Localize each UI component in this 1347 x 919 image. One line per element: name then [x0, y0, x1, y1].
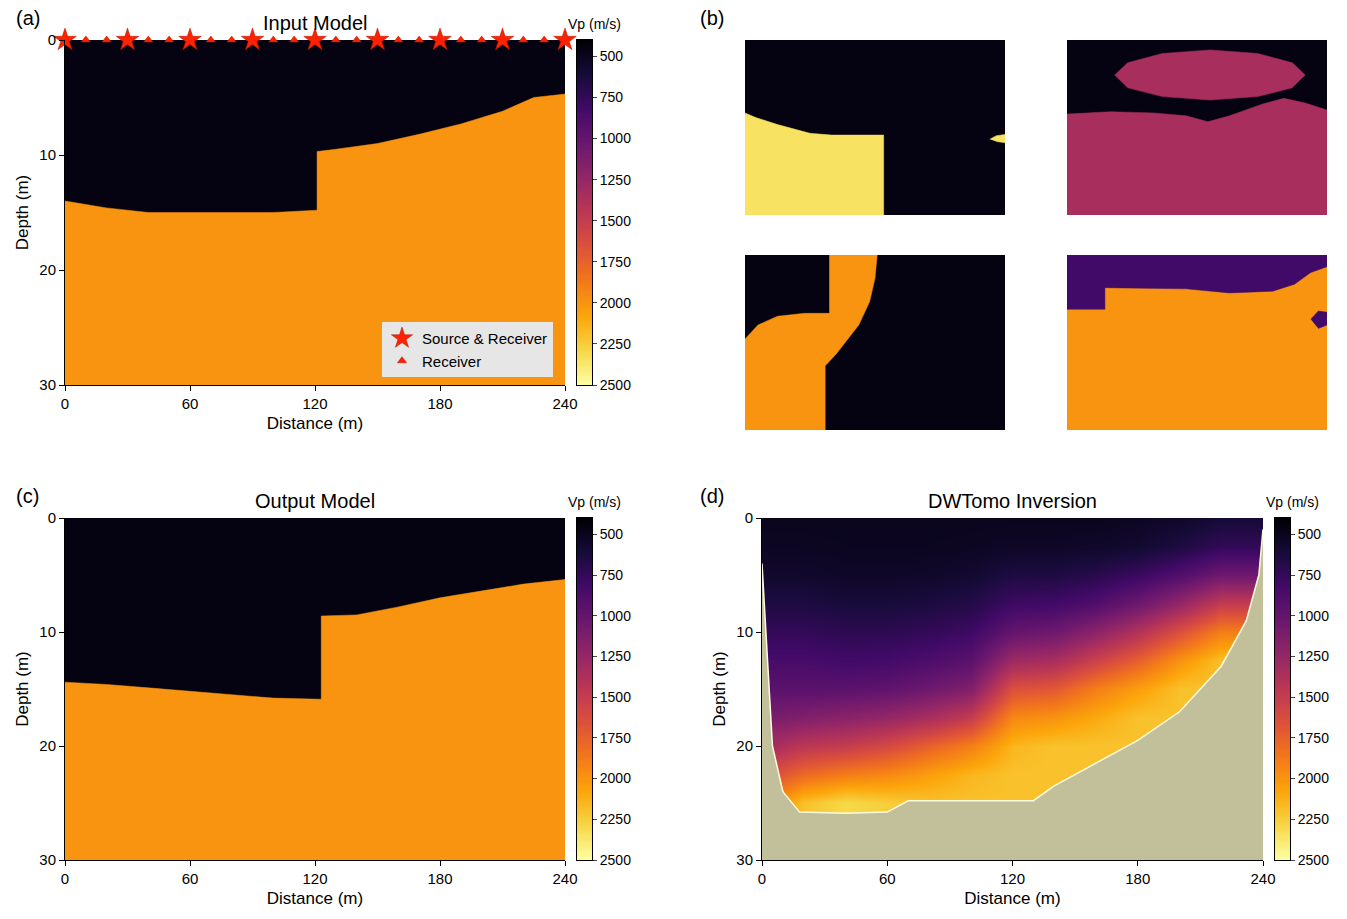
svg-text:60: 60: [182, 870, 199, 887]
svg-text:Distance (m): Distance (m): [267, 414, 363, 433]
svg-text:Depth (m): Depth (m): [13, 651, 32, 727]
svg-text:1250: 1250: [1298, 648, 1329, 664]
svg-text:30: 30: [39, 376, 56, 393]
svg-text:60: 60: [879, 870, 896, 887]
svg-text:Distance (m): Distance (m): [964, 889, 1060, 908]
svg-text:240: 240: [1250, 870, 1275, 887]
svg-text:10: 10: [39, 623, 56, 640]
svg-text:1750: 1750: [1298, 730, 1329, 746]
svg-text:1000: 1000: [600, 130, 631, 146]
svg-text:0: 0: [61, 870, 69, 887]
svg-text:2500: 2500: [600, 852, 631, 868]
svg-text:1000: 1000: [1298, 608, 1329, 624]
svg-text:120: 120: [302, 395, 327, 412]
svg-text:180: 180: [427, 395, 452, 412]
svg-text:Output Model: Output Model: [255, 490, 375, 512]
svg-text:2250: 2250: [600, 811, 631, 827]
svg-text:2000: 2000: [1298, 770, 1329, 786]
svg-text:0: 0: [745, 509, 753, 526]
svg-text:Vp (m/s): Vp (m/s): [568, 16, 621, 32]
svg-text:30: 30: [736, 851, 753, 868]
svg-text:(a): (a): [16, 7, 40, 29]
svg-text:Depth (m): Depth (m): [13, 175, 32, 251]
svg-text:1250: 1250: [600, 648, 631, 664]
svg-text:20: 20: [39, 737, 56, 754]
svg-text:20: 20: [736, 737, 753, 754]
svg-text:1750: 1750: [600, 730, 631, 746]
svg-text:120: 120: [1000, 870, 1025, 887]
svg-text:2000: 2000: [600, 770, 631, 786]
svg-text:2500: 2500: [600, 377, 631, 393]
svg-text:(c): (c): [16, 485, 39, 507]
svg-text:180: 180: [1125, 870, 1150, 887]
svg-text:0: 0: [61, 395, 69, 412]
svg-text:(d): (d): [700, 485, 724, 507]
svg-text:10: 10: [736, 623, 753, 640]
svg-text:180: 180: [427, 870, 452, 887]
svg-text:750: 750: [1298, 567, 1322, 583]
svg-text:Depth (m): Depth (m): [710, 651, 729, 727]
svg-text:Vp (m/s): Vp (m/s): [1266, 494, 1319, 510]
svg-text:Source & Receiver: Source & Receiver: [422, 330, 547, 347]
svg-text:1500: 1500: [600, 213, 631, 229]
svg-text:2250: 2250: [600, 336, 631, 352]
svg-text:120: 120: [302, 870, 327, 887]
svg-text:500: 500: [1298, 526, 1322, 542]
svg-text:Vp (m/s): Vp (m/s): [568, 494, 621, 510]
svg-text:0: 0: [48, 509, 56, 526]
svg-text:Input Model: Input Model: [263, 12, 368, 34]
svg-text:1500: 1500: [1298, 689, 1329, 705]
svg-text:0: 0: [48, 31, 56, 48]
svg-text:240: 240: [552, 395, 577, 412]
svg-text:0: 0: [758, 870, 766, 887]
svg-text:20: 20: [39, 261, 56, 278]
svg-text:30: 30: [39, 851, 56, 868]
svg-text:2500: 2500: [1298, 852, 1329, 868]
svg-text:1500: 1500: [600, 689, 631, 705]
svg-text:Receiver: Receiver: [422, 353, 481, 370]
svg-text:1250: 1250: [600, 172, 631, 188]
svg-text:2000: 2000: [600, 295, 631, 311]
svg-text:60: 60: [182, 395, 199, 412]
svg-text:240: 240: [552, 870, 577, 887]
svg-text:2250: 2250: [1298, 811, 1329, 827]
svg-text:(b): (b): [700, 7, 724, 29]
svg-text:10: 10: [39, 146, 56, 163]
svg-text:1750: 1750: [600, 254, 631, 270]
svg-text:500: 500: [600, 526, 624, 542]
svg-text:DWTomo Inversion: DWTomo Inversion: [928, 490, 1097, 512]
svg-text:Distance (m): Distance (m): [267, 889, 363, 908]
svg-text:750: 750: [600, 89, 624, 105]
svg-text:750: 750: [600, 567, 624, 583]
svg-text:1000: 1000: [600, 608, 631, 624]
svg-text:500: 500: [600, 48, 624, 64]
